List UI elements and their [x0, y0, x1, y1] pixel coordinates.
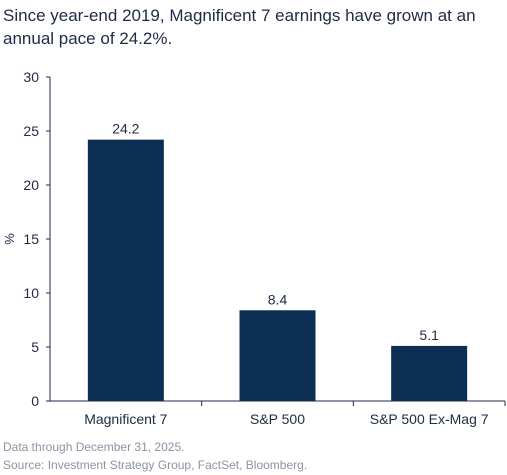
bar — [87, 139, 164, 401]
bar-data-label: 24.2 — [112, 121, 139, 137]
bar — [391, 345, 468, 401]
y-tick-label: 5 — [31, 339, 39, 355]
y-axis-label: % — [2, 233, 17, 245]
bars-group — [87, 139, 468, 401]
bar — [239, 310, 316, 401]
data-labels-group: 24.2 8.4 5.1 — [112, 121, 439, 343]
y-tick-label: 25 — [23, 123, 39, 139]
x-category-label: S&P 500 Ex-Mag 7 — [370, 411, 489, 427]
y-tick-label: 0 — [31, 393, 39, 409]
x-category-label: S&P 500 — [250, 411, 305, 427]
x-category-label: Magnificent 7 — [84, 411, 167, 427]
x-axis-group: Magnificent 7 S&P 500 S&P 500 Ex-Mag 7 — [50, 400, 506, 427]
bar-chart: 0 5 10 15 20 25 30 24.2 8.4 5.1 Magnificent 7 S&P… — [2, 69, 506, 427]
y-tick-label: 30 — [23, 69, 39, 85]
bar-data-label: 5.1 — [419, 327, 439, 343]
y-tick-label: 10 — [23, 285, 39, 301]
y-tick-label: 15 — [23, 231, 39, 247]
chart-title: Since year-end 2019, Magnificent 7 earni… — [3, 6, 476, 48]
y-axis-group: 0 5 10 15 20 25 30 — [23, 69, 51, 409]
bar-data-label: 8.4 — [268, 291, 288, 307]
y-tick-label: 20 — [23, 177, 39, 193]
footnote-source: Source: Investment Strategy Group, FactS… — [3, 458, 308, 472]
footnote-data-through: Data through December 31, 2025. — [3, 440, 185, 454]
